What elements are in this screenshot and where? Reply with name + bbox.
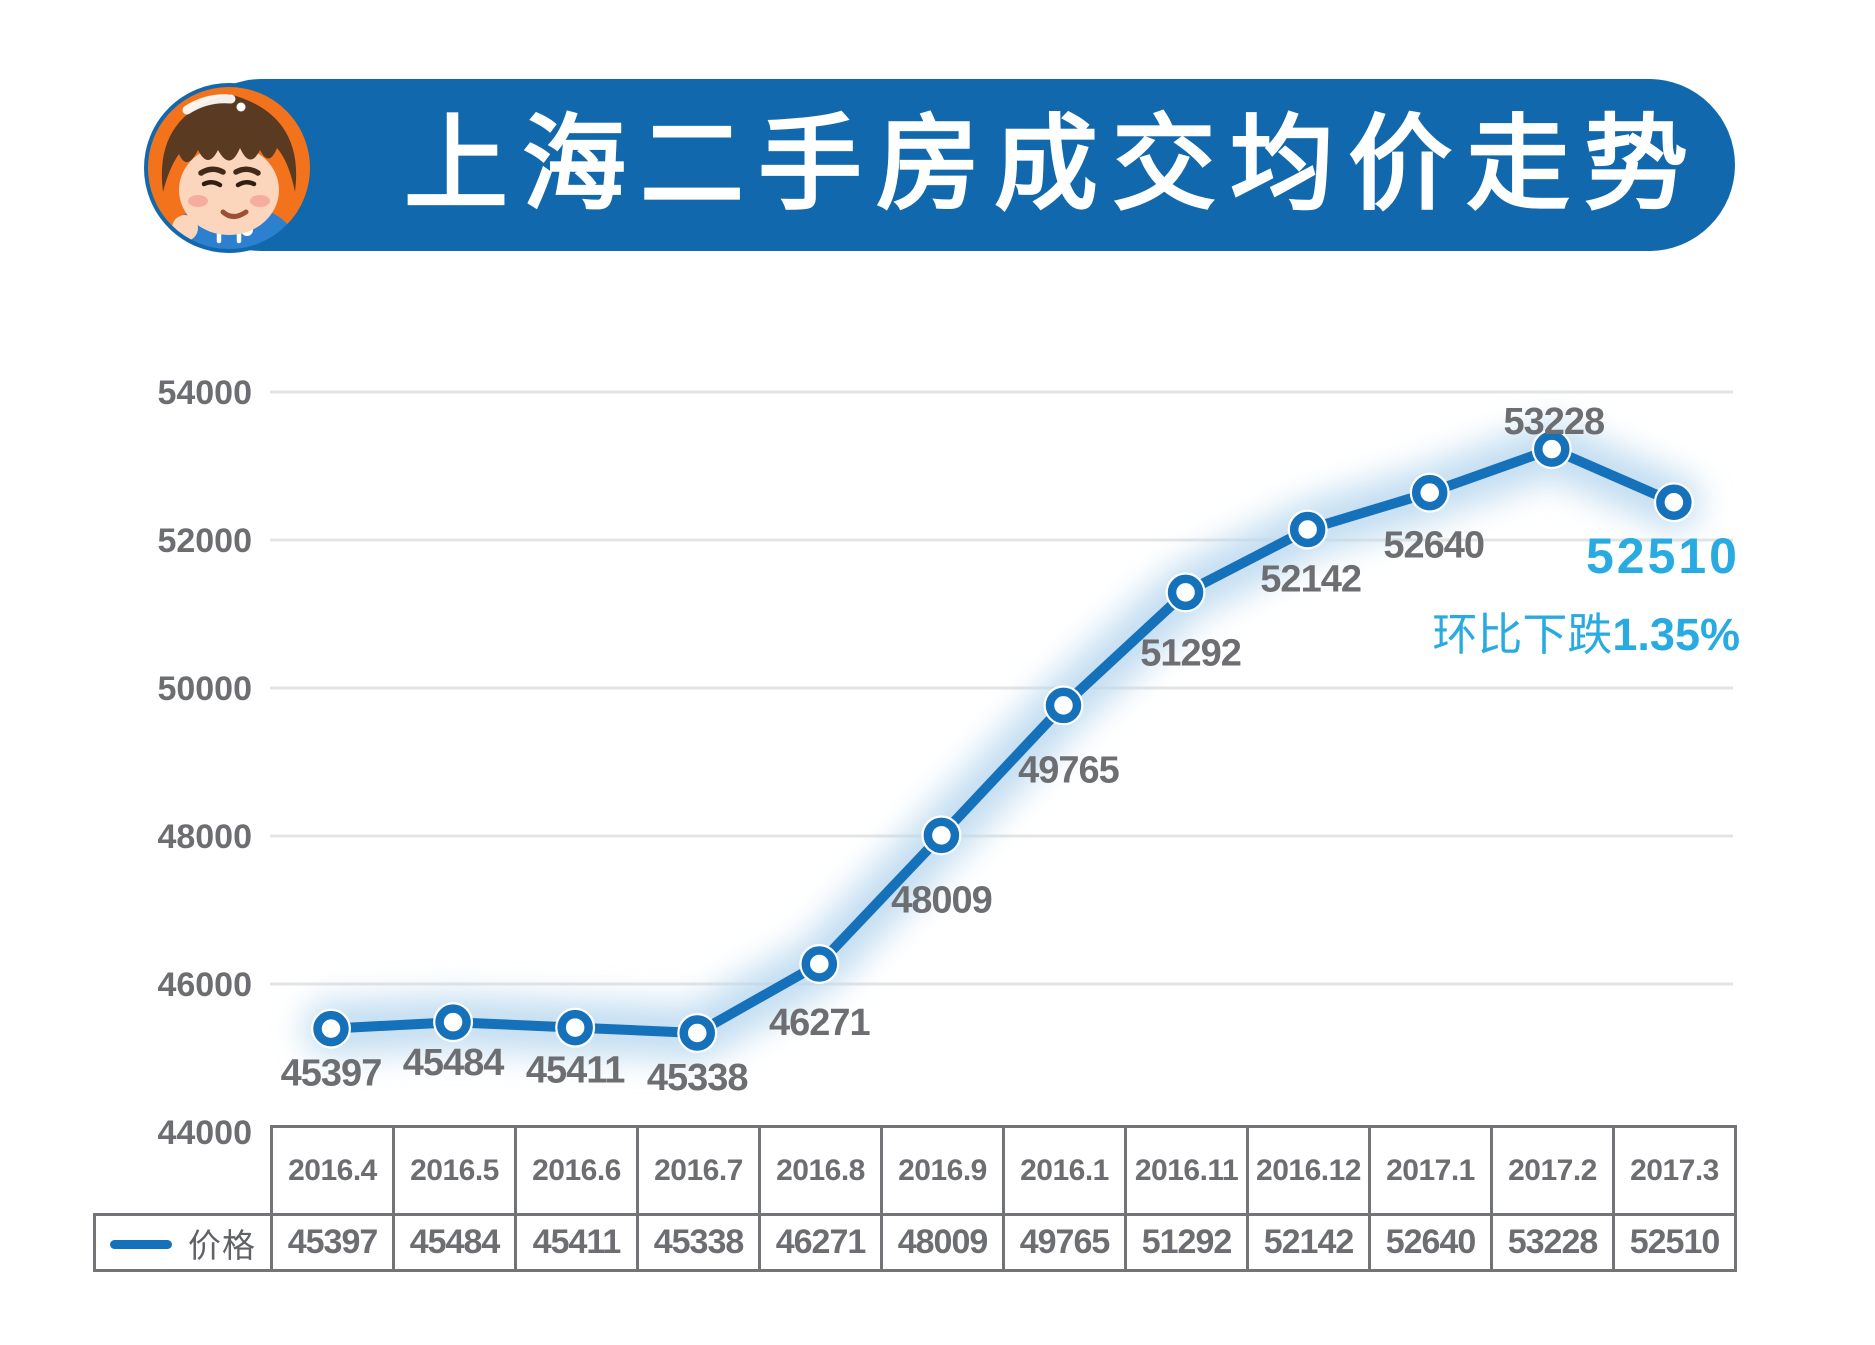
avatar <box>144 83 314 253</box>
data-point-label: 51292 <box>1140 632 1241 674</box>
month-cell: 2016.9 <box>880 1125 1005 1216</box>
data-point-marker <box>1656 484 1692 521</box>
avatar-blush <box>188 195 270 207</box>
data-point-marker <box>1045 687 1082 724</box>
avatar-hair <box>161 94 297 192</box>
month-cell: 2016.8 <box>758 1125 883 1216</box>
data-point-marker <box>923 817 960 854</box>
price-line <box>326 444 1679 1038</box>
data-point-marker <box>1411 474 1448 511</box>
data-point-marker <box>1534 431 1570 467</box>
data-point-marker <box>679 1015 715 1051</box>
table-spacer-cell <box>95 1127 272 1215</box>
data-point-label: 52640 <box>1383 525 1484 567</box>
month-cell: 2017.2 <box>1490 1125 1615 1216</box>
data-point-marker <box>557 1009 593 1046</box>
month-cell: 2016.1 <box>1002 1125 1127 1216</box>
value-cell: 53228 <box>1490 1213 1615 1272</box>
month-cell: 2016.4 <box>270 1125 395 1216</box>
data-point-label: 45484 <box>403 1042 505 1084</box>
data-point-label: 46271 <box>769 1002 871 1044</box>
data-point-label: 53228 <box>1503 401 1604 443</box>
value-cell: 49765 <box>1002 1213 1127 1272</box>
month-cell: 2016.11 <box>1124 1125 1249 1216</box>
value-cell: 45338 <box>636 1213 761 1272</box>
y-axis-label: 44000 <box>157 1114 252 1152</box>
month-cell: 2016.7 <box>636 1125 761 1216</box>
value-cell: 48009 <box>880 1213 1005 1272</box>
avatar-face <box>179 145 279 235</box>
month-cell: 2016.6 <box>514 1125 639 1216</box>
legend-cell: 价格 <box>93 1213 273 1272</box>
avatar-eyebrows <box>198 166 261 176</box>
page-title: 上海二手房成交均价走势 <box>404 107 1703 223</box>
value-cell: 51292 <box>1124 1213 1249 1272</box>
data-point-label: 45397 <box>281 1053 382 1095</box>
y-axis-label: 46000 <box>157 966 252 1004</box>
data-table: 2016.4 2016.5 2016.6 2016.7 2016.8 2016.9 2016… <box>93 1125 1737 1272</box>
avatar-mouth <box>220 209 249 219</box>
data-point-label: 49765 <box>1018 749 1120 791</box>
legend-label: 价格 <box>188 1226 256 1264</box>
month-cell: 2016.12 <box>1246 1125 1371 1216</box>
value-row: 价格 45397 45484 45411 45338 46271 48009 49765 512… <box>93 1213 1737 1272</box>
highlight-note-label: 环比下跌1.35% <box>1432 609 1740 660</box>
avatar-hair-shine <box>182 94 236 115</box>
avatar-hair-shine-dot <box>236 102 246 112</box>
avatar-eyes <box>201 180 257 188</box>
value-cell: 45411 <box>514 1213 639 1272</box>
y-axis-label: 48000 <box>157 818 252 856</box>
header-banner: 上海二手房成交均价走势 <box>176 79 1735 251</box>
data-point-label: 48009 <box>891 879 992 921</box>
data-point-marker <box>313 1010 349 1047</box>
data-point-marker <box>801 946 838 982</box>
value-cell: 52510 <box>1612 1213 1737 1272</box>
data-point-marker <box>1167 574 1204 611</box>
data-point-label: 45338 <box>647 1057 748 1099</box>
value-cell: 52640 <box>1368 1213 1493 1272</box>
highlight-value-label: 52510 <box>1586 528 1740 584</box>
y-axis-label: 54000 <box>157 374 252 412</box>
data-point-label: 45411 <box>526 1050 625 1092</box>
month-cell: 2016.5 <box>392 1125 517 1216</box>
avatar-rim <box>144 83 314 253</box>
data-point-marker <box>1289 511 1326 548</box>
legend-line-swatch <box>110 1240 172 1250</box>
value-cell: 45484 <box>392 1213 517 1272</box>
month-cell: 2017.1 <box>1368 1125 1493 1216</box>
value-cell: 46271 <box>758 1213 883 1272</box>
data-point-marker <box>435 1004 471 1040</box>
month-header-row: 2016.4 2016.5 2016.6 2016.7 2016.8 2016.9 2016… <box>95 1125 1737 1216</box>
value-cell: 45397 <box>270 1213 395 1272</box>
value-cell: 52142 <box>1246 1213 1371 1272</box>
data-point-label: 52142 <box>1260 558 1361 600</box>
month-cell: 2017.3 <box>1612 1125 1737 1216</box>
y-axis-label: 50000 <box>157 670 252 708</box>
y-axis-label: 52000 <box>157 522 252 560</box>
